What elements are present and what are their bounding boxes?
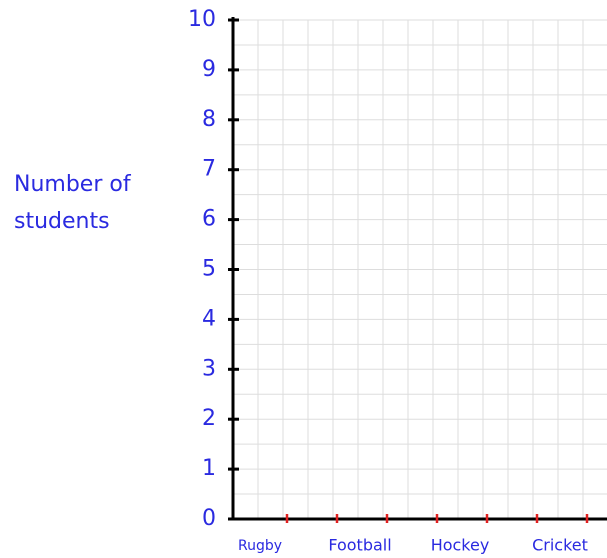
y-tick-label: 2 bbox=[202, 406, 216, 431]
y-tick-label: 5 bbox=[202, 257, 216, 282]
x-tick-label: Rugby bbox=[238, 538, 282, 554]
y-tick-label: 7 bbox=[202, 157, 216, 182]
y-tick-label: 0 bbox=[202, 506, 216, 531]
y-tick-label: 8 bbox=[202, 107, 216, 132]
y-tick-label: 9 bbox=[202, 57, 216, 82]
x-tick-label: Cricket bbox=[532, 536, 588, 555]
y-tick-label: 1 bbox=[202, 456, 216, 481]
y-tick-label: 6 bbox=[202, 207, 216, 232]
x-tick-label: Hockey bbox=[431, 536, 490, 555]
y-tick-label: 4 bbox=[202, 306, 216, 331]
y-axis-label: Number of students bbox=[14, 172, 131, 234]
y-tick-label: 3 bbox=[202, 356, 216, 381]
x-tick-label: Football bbox=[328, 536, 391, 555]
y-tick-label: 10 bbox=[188, 7, 216, 32]
